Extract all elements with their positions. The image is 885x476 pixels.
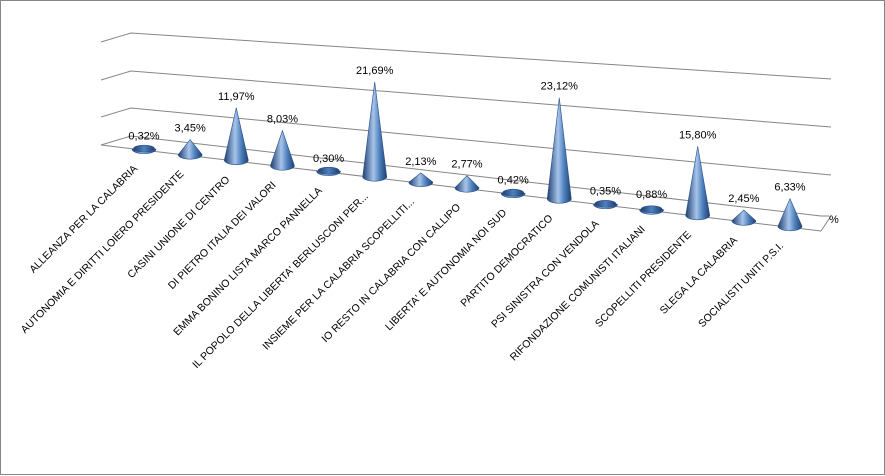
- data-label-1: 0,32%: [128, 131, 159, 143]
- cone-6: [362, 81, 388, 182]
- data-label-10: 23,12%: [541, 81, 579, 93]
- data-label-12: 0,88%: [636, 189, 667, 201]
- cone-base-5: [317, 166, 340, 175]
- category-label-4: DI PIETRO ITALIA DEI VALORI: [166, 179, 279, 292]
- cone-14: [731, 209, 757, 226]
- data-label-5: 0,30%: [313, 153, 344, 165]
- cone-7: [408, 172, 434, 188]
- data-label-7: 2,13%: [405, 156, 436, 168]
- data-label-4: 8,03%: [267, 114, 298, 126]
- cone-3: [223, 107, 249, 165]
- data-label-13: 15,80%: [679, 129, 717, 141]
- data-label-9: 0,42%: [498, 174, 529, 186]
- gridline-3: [100, 107, 832, 176]
- cone-8: [454, 175, 480, 193]
- data-label-2: 3,45%: [175, 123, 206, 135]
- axis-unit-label: %: [829, 214, 839, 226]
- gridline-2: [100, 70, 832, 128]
- category-label-1: ALLEANZA PER LA CALABRIA: [27, 163, 140, 276]
- cone-4: [270, 129, 295, 171]
- data-labels: 0,32% 3,45% 11,97% 8,03% 0,30% 21,69% 2,13% 2,7…: [128, 65, 805, 205]
- cone-2: [177, 139, 203, 160]
- cone-base-1: [133, 144, 155, 153]
- cone-base-9: [502, 188, 524, 197]
- data-label-14: 2,45%: [728, 193, 759, 205]
- cone-13: [685, 146, 711, 221]
- cone-15: [777, 197, 803, 232]
- category-label-6: IL POPOLO DELLA LIBERTA' BERLUSCONI PER.…: [190, 190, 371, 371]
- cone-base-12: [640, 205, 663, 214]
- cone-10: [546, 97, 572, 204]
- data-label-11: 0,35%: [590, 186, 621, 198]
- category-label-3: CASINI UNIONE DI CENTRO: [125, 174, 232, 281]
- category-label-13: SCOPELLITI PRESIDENTE: [593, 229, 694, 330]
- cones: [131, 81, 803, 232]
- data-label-3: 11,97%: [218, 91, 255, 103]
- floor-edge: [820, 215, 832, 232]
- category-label-15: SOCIALISTI UNITI P.S.I.: [696, 240, 786, 330]
- data-label-6: 21,69%: [356, 65, 394, 77]
- category-label-11: PSI SINISTRA CON VENDOLA: [489, 218, 601, 330]
- data-label-15: 6,33%: [774, 182, 805, 194]
- cone-base-11: [594, 199, 617, 208]
- data-label-8: 2,77%: [451, 159, 482, 171]
- gridline-1: [100, 32, 832, 80]
- category-label-10: PARTITO DEMOCRATICO: [458, 212, 555, 309]
- back-floor-line: [100, 135, 822, 217]
